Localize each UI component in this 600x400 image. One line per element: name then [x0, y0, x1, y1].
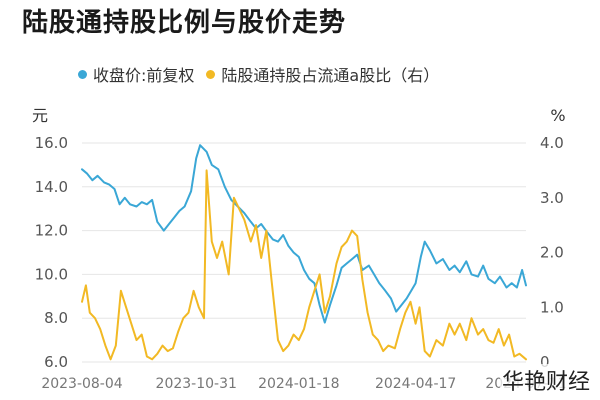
series-line-holding	[81, 169, 527, 361]
y-left-tick-label: 16.0	[35, 134, 68, 152]
y-right-tick-label: 1.0	[540, 298, 564, 316]
x-tick-label: 2023-08-04	[41, 376, 122, 392]
y-right-unit: %	[550, 106, 565, 125]
y-left-tick-label: 14.0	[35, 178, 68, 196]
y-left-unit: 元	[32, 106, 48, 125]
y-right-tick-label: 0	[540, 353, 550, 371]
x-tick-label: 2023-10-31	[156, 376, 237, 392]
y-right-tick-label: 4.0	[540, 134, 564, 152]
y-left-tick-label: 12.0	[35, 222, 68, 240]
chart-legend: 收盘价:前复权 陆股通持股占流通a股比（右）	[78, 62, 439, 86]
watermark: 华艳财经	[499, 364, 592, 396]
y-left-tick-label: 8.0	[44, 309, 68, 327]
chart-title: 陆股通持股比例与股价走势	[22, 8, 347, 38]
x-tick-label: 2024-01-18	[258, 376, 339, 392]
legend-marker-holding	[206, 69, 216, 79]
legend-label-price: 收盘价:前复权	[93, 66, 195, 85]
legend-marker-price	[78, 69, 87, 79]
y-left-tick-label: 6.0	[44, 353, 68, 371]
series-line-price	[81, 144, 527, 324]
legend-label-holding: 陆股通持股占流通a股比（右）	[221, 66, 440, 85]
legend-item-holding[interactable]: 陆股通持股占流通a股比（右）	[206, 62, 439, 86]
y-right-tick-label: 3.0	[540, 189, 564, 207]
legend-item-price[interactable]: 收盘价:前复权	[78, 62, 194, 86]
y-right-tick-label: 2.0	[540, 244, 564, 262]
y-left-tick-label: 10.0	[35, 265, 68, 283]
x-tick-label: 2024-04-17	[375, 376, 456, 392]
